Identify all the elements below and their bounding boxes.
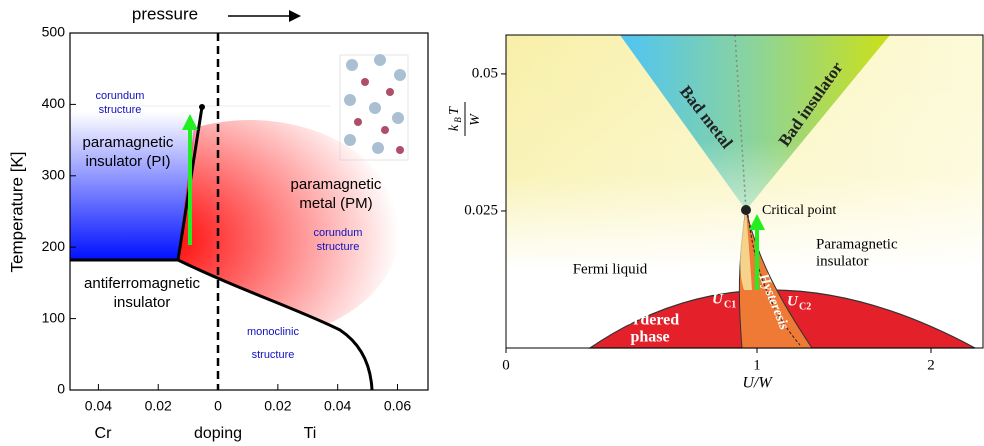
- annotation: insulator (PI): [85, 153, 170, 170]
- y-tick-label: 0.05: [472, 65, 498, 81]
- annotation: Fermi liquid: [573, 261, 648, 277]
- y-tick-label: 100: [42, 309, 66, 325]
- crystal: [339, 54, 409, 161]
- y-label-den: W: [468, 113, 483, 126]
- x-tick-label: 0: [214, 398, 222, 414]
- x-tick-label: 1: [753, 357, 761, 373]
- annotation: insulator: [816, 253, 869, 269]
- x-tick-label: 0.06: [384, 398, 411, 414]
- y-label-t: T: [447, 106, 462, 115]
- annotation: metal (PM): [299, 195, 372, 212]
- x-axis-label: U/W: [742, 375, 773, 392]
- y-label-k: k: [447, 124, 462, 131]
- dashed-curve: [747, 214, 801, 346]
- annotation: Critical point: [762, 203, 836, 218]
- x-axis-label: Ti: [304, 425, 317, 442]
- annotation: corundum: [314, 227, 363, 239]
- y-tick-label: 200: [42, 238, 66, 254]
- annotation: corundum: [96, 90, 145, 102]
- y-axis-label: Temperature [K]: [7, 152, 26, 273]
- annotation: C2: [799, 301, 811, 312]
- x-tick-label: 2: [927, 357, 935, 373]
- annotation: antiferromagnetic: [84, 275, 200, 292]
- pm-region: [178, 120, 400, 340]
- y-label-sub: B: [453, 117, 463, 123]
- annotation: structure: [317, 241, 360, 253]
- x-axis-label: Cr: [95, 425, 113, 442]
- annotation: Paramagnetic: [816, 236, 898, 252]
- critical-point: [741, 205, 751, 215]
- annotation: monoclinic: [247, 326, 299, 338]
- pi-region: [70, 112, 198, 260]
- annotation: paramagnetic: [83, 134, 174, 151]
- y-tick-label: 0.025: [464, 202, 498, 218]
- axes-frame: [505, 34, 984, 349]
- x-tick-label: 0.04: [324, 398, 351, 414]
- annotation: C1: [724, 299, 736, 310]
- annotation: U: [787, 293, 799, 309]
- x-tick-label: 0.04: [85, 398, 112, 414]
- x-axis-label: doping: [194, 425, 242, 442]
- annotation: Ordered: [621, 312, 679, 329]
- axes-frame: [69, 32, 429, 391]
- y-axis-label: k B T W: [447, 102, 483, 136]
- x-tick-label: 0.02: [264, 398, 291, 414]
- x-tick-label: 0.02: [145, 398, 172, 414]
- crossover-fan-fade: [620, 35, 890, 210]
- annotation: paramagnetic: [291, 176, 382, 193]
- annotation: U: [712, 291, 724, 307]
- left-panel: 0.04 0.02 0 0.02 0.04 0.06 0 100 200 300 400 500 pr…: [7, 4, 429, 442]
- annotation: structure: [99, 104, 142, 116]
- phase-boundary: [177, 258, 374, 391]
- y-tick-label: 400: [42, 95, 66, 111]
- annotation: phase: [630, 329, 669, 346]
- title: pressure: [132, 4, 198, 23]
- hysteresis-light: [740, 210, 752, 290]
- y-tick-label: 300: [42, 167, 66, 183]
- annotation: structure: [252, 349, 295, 361]
- y-tick-label: 0: [57, 381, 65, 397]
- critical-point: [199, 104, 205, 110]
- annotation: insulator: [114, 294, 171, 311]
- crossover-line: [734, 34, 747, 211]
- y-tick-label: 500: [42, 24, 66, 40]
- x-tick-label: 0: [502, 357, 510, 373]
